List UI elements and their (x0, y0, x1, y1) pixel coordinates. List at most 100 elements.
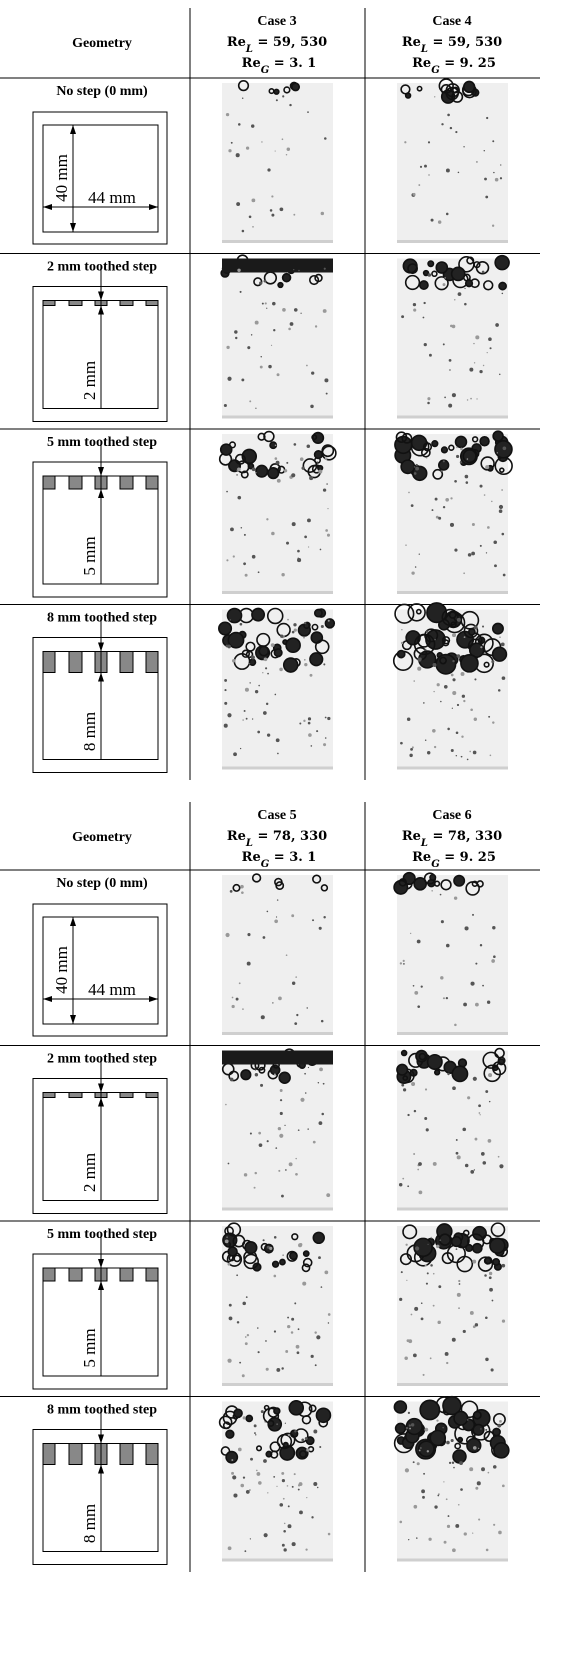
small-bubble (255, 321, 259, 325)
small-bubble (236, 202, 240, 206)
re-value: = 78, 330 (428, 829, 502, 844)
small-bubble (438, 1285, 441, 1288)
small-bubble (307, 111, 309, 113)
re-number: ReL = 78, 330 (227, 829, 327, 849)
small-bubble (249, 215, 252, 218)
small-bubble (240, 1484, 244, 1488)
small-bubble (430, 1237, 432, 1239)
small-bubble (255, 1073, 258, 1076)
small-bubble (488, 716, 490, 718)
small-bubble (454, 896, 457, 899)
re-value: = 3. 1 (269, 56, 316, 71)
small-bubble (495, 323, 499, 327)
bubble (219, 622, 231, 634)
small-bubble (421, 1489, 425, 1493)
small-bubble (282, 138, 284, 140)
small-bubble (457, 654, 461, 658)
small-bubble (287, 1325, 290, 1328)
small-bubble (238, 123, 241, 126)
small-bubble (292, 1486, 294, 1488)
small-bubble (452, 1548, 456, 1552)
small-bubble (271, 532, 275, 536)
small-bubble (293, 623, 296, 626)
small-bubble (234, 330, 237, 333)
small-bubble (475, 1323, 478, 1326)
bubble (273, 1261, 279, 1267)
small-bubble (428, 174, 430, 176)
small-bubble (242, 1008, 244, 1010)
bubble (284, 658, 298, 672)
small-bubble (493, 1465, 497, 1469)
small-bubble (228, 149, 231, 152)
small-bubble (420, 166, 422, 168)
small-bubble (323, 743, 326, 746)
re-symbol: Re (227, 35, 246, 50)
tooth (69, 652, 82, 673)
small-bubble (272, 302, 276, 306)
small-bubble (457, 618, 461, 622)
tooth (69, 1268, 82, 1281)
small-bubble (417, 667, 421, 671)
bubble (458, 1438, 462, 1442)
small-bubble (458, 292, 462, 296)
small-bubble (456, 1139, 458, 1141)
small-bubble (409, 754, 412, 757)
small-bubble (276, 1486, 277, 1487)
small-bubble (404, 141, 406, 143)
small-bubble (447, 1073, 449, 1075)
small-bubble (431, 890, 433, 892)
tooth (43, 301, 55, 306)
small-bubble (487, 1001, 490, 1004)
small-bubble (423, 1473, 425, 1475)
small-bubble (475, 1487, 478, 1490)
small-bubble (469, 1467, 473, 1471)
small-bubble (251, 124, 254, 127)
small-bubble (289, 104, 291, 106)
case-title: Case 4 (432, 14, 471, 29)
small-bubble (427, 1272, 429, 1274)
small-bubble (263, 1459, 267, 1463)
small-bubble (236, 153, 240, 157)
photo-edge (222, 1208, 333, 1211)
small-bubble (452, 691, 456, 695)
small-bubble (417, 940, 421, 944)
small-bubble (499, 1420, 502, 1423)
small-bubble (474, 718, 477, 721)
small-bubble (274, 919, 278, 923)
small-bubble (447, 728, 450, 731)
outer-wall (33, 287, 167, 422)
small-bubble (399, 1183, 402, 1186)
small-bubble (444, 1541, 447, 1544)
small-bubble (295, 1173, 298, 1176)
small-bubble (444, 277, 446, 279)
small-bubble (251, 655, 255, 659)
small-bubble (434, 746, 436, 748)
re-symbol: Re (412, 850, 431, 865)
bubble (274, 89, 279, 94)
small-bubble (473, 751, 477, 755)
bubble (467, 1439, 481, 1453)
bubble (274, 649, 282, 657)
small-bubble (321, 1286, 323, 1288)
re-number: ReG = 9. 25 (412, 850, 496, 870)
small-bubble (457, 1155, 461, 1159)
small-bubble (499, 374, 500, 375)
small-bubble (317, 461, 319, 463)
small-bubble (295, 976, 297, 978)
small-bubble (478, 1518, 480, 1520)
tooth (146, 1093, 158, 1098)
bubble (452, 267, 465, 280)
re-subscript: L (420, 44, 428, 55)
small-bubble (485, 196, 488, 199)
small-bubble (485, 465, 489, 469)
small-bubble (399, 1298, 402, 1301)
small-bubble (236, 998, 239, 1001)
small-bubble (483, 365, 484, 366)
small-bubble (406, 1427, 408, 1429)
small-bubble (492, 721, 494, 723)
small-bubble (454, 480, 457, 483)
small-bubble (468, 553, 472, 557)
small-bubble (433, 1305, 435, 1307)
tooth (146, 476, 158, 489)
row-label: No step (0 mm) (56, 84, 148, 99)
